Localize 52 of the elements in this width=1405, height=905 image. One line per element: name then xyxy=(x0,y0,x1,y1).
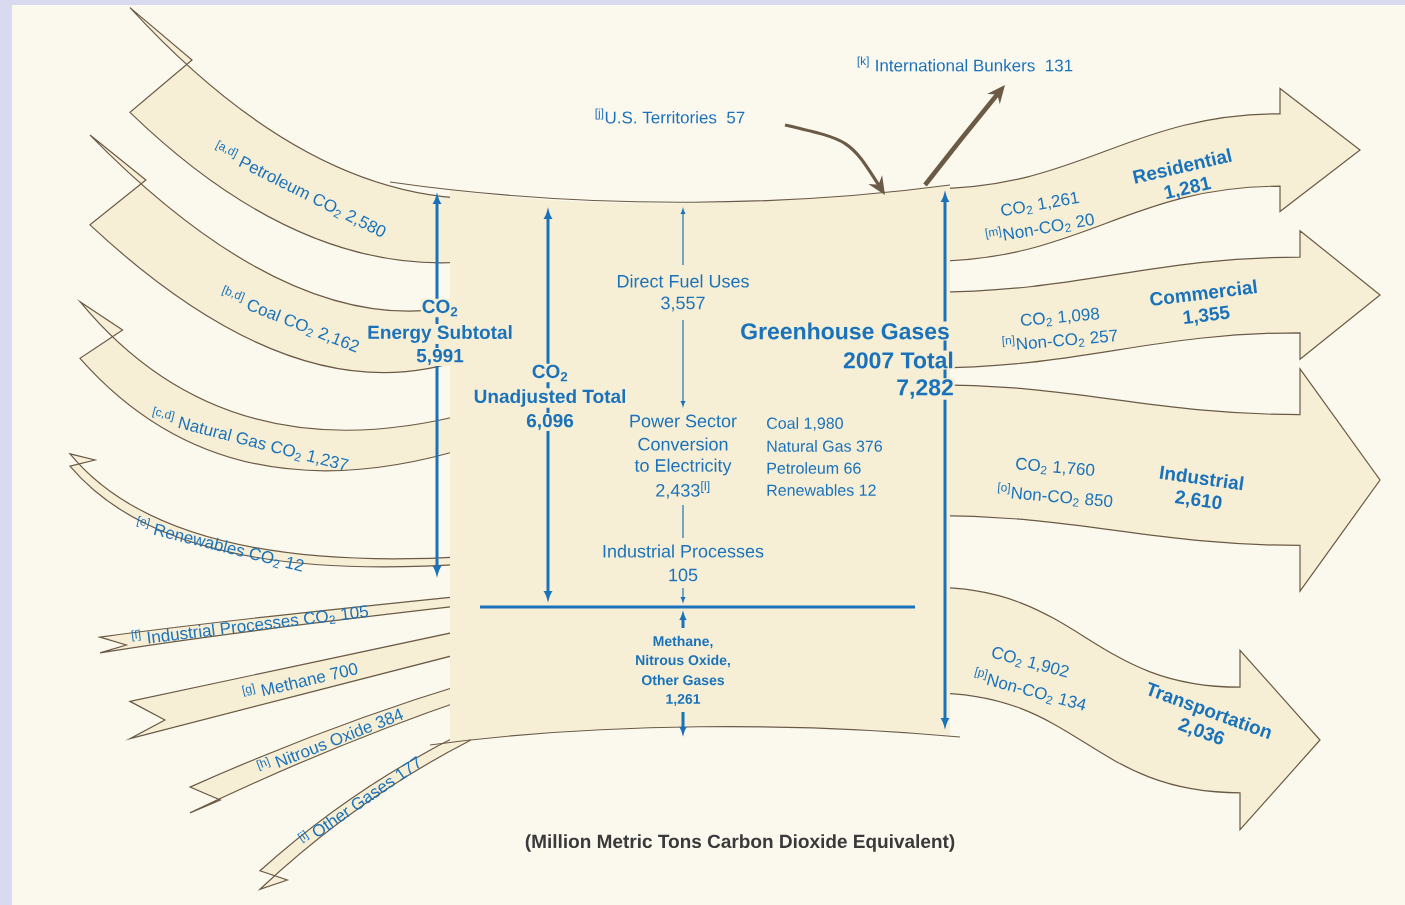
text: CO$_{2}$ 1,760 xyxy=(1016,457,1095,476)
data-label: 2,580 xyxy=(345,210,386,237)
text: $^{[n]}$Non-CO$_{2}$ 257 xyxy=(1002,329,1117,350)
text: 2007 Total xyxy=(843,351,953,369)
text: to Electricity xyxy=(634,458,732,476)
text: Renewables 12 xyxy=(767,484,876,496)
data-label: 177 xyxy=(395,756,420,781)
text: CO$_{2}$ 1,098 xyxy=(1020,307,1100,327)
text: Unadjusted Total xyxy=(474,389,626,407)
data-label: 1,237 xyxy=(306,450,349,470)
data-label: 700 xyxy=(329,663,358,680)
text: 7,282 xyxy=(897,379,953,399)
category-label: $^{[g]}$ Methane xyxy=(241,673,326,697)
data-label: 2,162 xyxy=(317,327,360,353)
text: 105 xyxy=(669,568,698,582)
text: Conversion xyxy=(638,437,728,451)
category-label: Industrial xyxy=(1159,465,1244,491)
data-label: 57 xyxy=(727,111,745,124)
data-label: 1,355 xyxy=(1183,305,1230,326)
text: Direct Fuel Uses xyxy=(617,274,749,288)
data-label: 2,610 xyxy=(1174,490,1222,510)
category-label: $^{[h]}$ Nitrous Oxide xyxy=(256,723,373,772)
text: $^{[o]}$Non-CO$_{2}$ 850 xyxy=(997,482,1113,507)
text: CO$_{2}$ xyxy=(422,299,458,317)
category-label: Commercial xyxy=(1150,279,1257,306)
text: 3,557 xyxy=(661,296,705,312)
category-label: $^{[j]}$U.S. Territories xyxy=(595,108,717,124)
text: Natural Gas 376 xyxy=(767,440,882,452)
text: 2,433$^{[l]}$ xyxy=(656,481,710,499)
data-label: 12 xyxy=(285,557,304,572)
data-label: 384 xyxy=(375,708,404,728)
category-label: $^{[f]}$ Industrial Processes CO$_{2}$ xyxy=(131,610,336,644)
text: Power Sector xyxy=(630,414,737,428)
text: Coal 1,980 xyxy=(767,417,843,431)
text: CO$_{2}$ xyxy=(532,364,568,382)
data-label: 131 xyxy=(1046,59,1073,72)
category-label: $^{[c,d]}$ Natural Gas CO$_{2}$ xyxy=(151,406,301,462)
text: Energy Subtotal xyxy=(368,325,512,343)
text: Methane, xyxy=(653,635,713,649)
category-label: $^{[b,d]}$ Coal CO$_{2}$ xyxy=(221,285,313,338)
text: (Million Metric Tons Carbon Dioxide Equivalent) xyxy=(525,834,955,852)
text: 5,991 xyxy=(416,348,464,366)
text: Petroleum 66 xyxy=(767,462,861,474)
text: Industrial Processes xyxy=(603,544,764,558)
text: Nitrous Oxide, xyxy=(636,654,730,668)
text: Greenhouse Gases xyxy=(741,322,949,340)
category-label: $^{[k]}$ International Bunkers xyxy=(857,56,1035,72)
text: 6,096 xyxy=(526,413,574,431)
text: 1,261 xyxy=(666,694,701,706)
text: CO$_{2}$ 1,261 xyxy=(1001,191,1080,216)
text: Other Gases xyxy=(641,674,725,686)
data-label: 105 xyxy=(341,605,369,621)
